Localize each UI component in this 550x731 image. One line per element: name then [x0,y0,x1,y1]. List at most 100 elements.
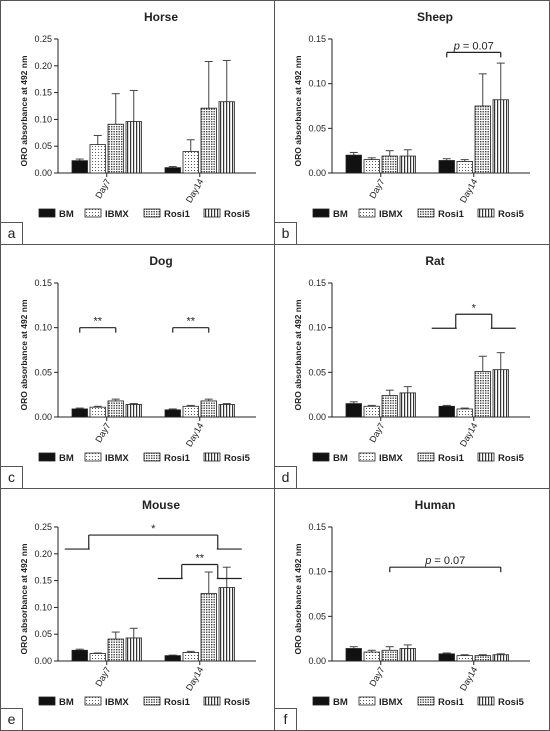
bar [474,655,491,662]
sig-annotation: ** [93,316,102,328]
bar [345,403,362,418]
legend-label: IBMX [379,697,403,708]
bar [182,652,199,662]
y-tick-label: 0.05 [34,367,52,377]
y-tick-label: 0.05 [308,611,326,621]
y-tick-label: 0.00 [308,168,326,178]
bar [107,638,124,662]
chart-svg: Horse ORO absorbance at 492 nm 0.00 0.05 0.1… [19,10,256,220]
panel-label: b [275,222,297,244]
panel-f: Human ORO absorbance at 492 nm 0.00 0.05 0.1… [274,488,550,731]
y-axis-label: ORO absorbance at 492 nm [293,543,303,654]
bar [182,405,199,418]
legend-swatch [203,208,221,218]
legend-label: Rosi5 [224,209,251,220]
bar [492,369,509,418]
legend-label: Rosi5 [224,697,251,708]
legend-swatch [312,208,330,218]
legend-swatch [358,452,376,462]
bar [218,404,235,418]
panel-label: d [275,466,297,488]
legend-label: Rosi5 [224,453,251,464]
chart-svg: Dog ORO absorbance at 492 nm 0.00 0.05 0.10 0… [19,254,256,464]
x-tick-label: Day7 [93,421,112,444]
bar [71,160,88,174]
x-tick-label: Day14 [458,177,480,205]
chart-title: Sheep [417,10,453,24]
sig-annotation: p = 0.07 [424,555,465,567]
x-tick-label: Day7 [93,665,112,688]
y-tick-label: 0.20 [34,61,52,71]
bar [71,408,88,418]
y-tick-label: 0.15 [34,278,52,288]
panel-e: Mouse ORO absorbance at 492 nm 0.00 0.05 0.1… [0,488,275,731]
y-tick-label: 0.10 [308,567,326,577]
y-tick-label: 0.15 [308,522,326,532]
chart-title: Human [415,498,456,512]
chart-svg: Sheep ORO absorbance at 492 nm 0.00 0.05 0.1… [293,10,530,220]
bar [200,107,217,174]
bar [200,593,217,662]
panel-label: a [1,222,23,244]
y-tick-label: 0.05 [308,123,326,133]
panel-label: f [275,708,297,730]
x-tick-label: Day14 [184,177,206,205]
legend-swatch [312,452,330,462]
y-tick-label: 0.05 [308,367,326,377]
bar [89,406,106,418]
bar [399,648,416,662]
sig-annotation: ** [195,553,204,565]
legend-swatch [38,696,56,706]
bar [89,144,106,174]
legend-swatch [38,208,56,218]
x-tick-label: Day14 [458,665,480,693]
legend-label: Rosi1 [164,453,191,464]
legend-label: BM [59,209,74,220]
y-tick-label: 0.05 [34,141,52,151]
x-tick-label: Day7 [367,177,386,200]
chart-svg: Mouse ORO absorbance at 492 nm 0.00 0.05 0.1… [19,498,256,708]
panel-b: Sheep ORO absorbance at 492 nm 0.00 0.05 0.1… [274,0,550,245]
y-tick-label: 0.00 [34,656,52,666]
bar [363,159,380,174]
sig-annotation: p = 0.07 [453,40,494,52]
bar [89,653,106,662]
legend-label: BM [333,697,348,708]
chart-title: Mouse [142,498,180,512]
bar [492,99,509,174]
bar [107,123,124,174]
bar [438,405,455,418]
legend-swatch [143,208,161,218]
bar [381,649,398,662]
legend-swatch [84,452,102,462]
x-tick-label: Day14 [184,665,206,693]
panel-c: Dog ORO absorbance at 492 nm 0.00 0.05 0.10 0… [0,244,275,489]
x-tick-label: Day14 [184,421,206,449]
legend-label: Rosi5 [498,453,525,464]
y-tick-label: 0.10 [34,114,52,124]
bar [345,648,362,662]
y-tick-label: 0.10 [34,602,52,612]
bar [107,400,124,418]
y-axis-label: ORO absorbance at 492 nm [293,299,303,410]
legend-swatch [312,696,330,706]
legend-swatch [84,696,102,706]
p-rest: = 0.07 [431,555,465,567]
legend-swatch [203,696,221,706]
y-tick-label: 0.20 [34,549,52,559]
bar [200,400,217,418]
panel-label: c [1,466,23,488]
y-tick-label: 0.00 [34,168,52,178]
legend-label: BM [59,453,74,464]
y-tick-label: 0.25 [34,34,52,44]
legend-swatch [38,452,56,462]
bar [438,160,455,174]
chart-title: Rat [425,254,444,268]
legend-swatch [143,452,161,462]
p-rest: = 0.07 [460,40,494,52]
bar [492,654,509,662]
legend-swatch [477,696,495,706]
legend-label: IBMX [379,453,403,464]
legend-swatch [417,208,435,218]
bar [164,167,181,174]
